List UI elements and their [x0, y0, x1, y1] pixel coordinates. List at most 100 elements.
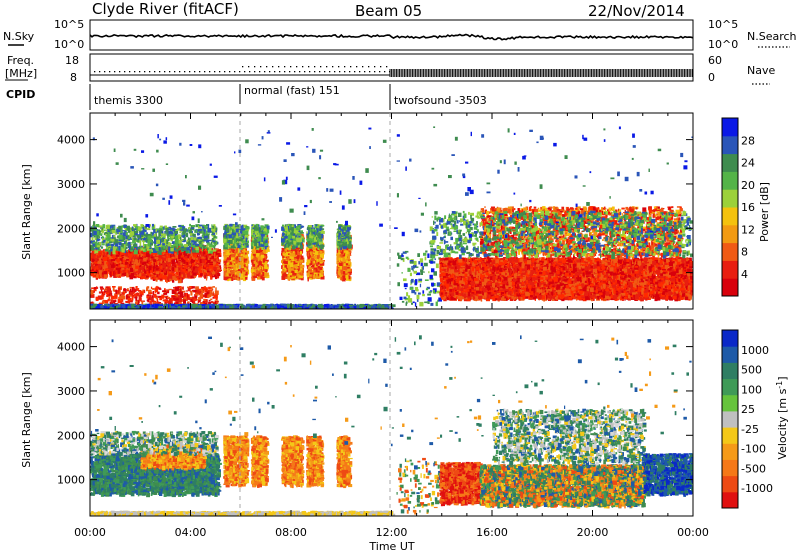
nave-dot	[344, 71, 345, 72]
power-cell	[178, 254, 181, 259]
nave-dot	[332, 66, 333, 67]
power-cell	[169, 289, 172, 290]
power-cell	[122, 257, 124, 258]
power-cell	[197, 290, 199, 294]
nave-dot	[274, 71, 275, 72]
power-cell	[99, 258, 101, 261]
power-cell	[162, 243, 165, 245]
nave-dot	[380, 66, 381, 67]
power-cell	[186, 290, 188, 291]
power-cell	[163, 226, 164, 229]
power-cell	[192, 234, 196, 237]
power-cell	[138, 238, 140, 240]
nave-dot	[314, 66, 315, 67]
power-cell	[123, 236, 125, 238]
nave-dot	[134, 71, 135, 72]
power-cell	[192, 286, 195, 288]
power-cell	[216, 236, 218, 239]
power-cell	[193, 241, 196, 243]
power-cell	[188, 254, 190, 255]
power-cell	[199, 225, 202, 227]
power-cell	[211, 269, 213, 271]
nave-dot	[349, 71, 350, 72]
power-cell	[169, 279, 172, 282]
nave-dot	[290, 66, 291, 67]
power-cell	[158, 237, 160, 239]
power-cell	[140, 260, 141, 263]
power-cell	[99, 274, 101, 279]
power-cell	[195, 244, 199, 246]
power-cell	[179, 240, 181, 244]
nave-dot	[224, 71, 225, 72]
power-cell	[175, 298, 178, 300]
power-cell	[153, 259, 156, 262]
nave-dot	[364, 71, 365, 72]
power-cell	[213, 267, 217, 271]
nave-dot	[194, 71, 195, 72]
nave-dot	[309, 71, 310, 72]
power-cell	[204, 236, 208, 239]
power-cell	[146, 253, 150, 257]
power-cell	[94, 250, 95, 254]
power-cell	[203, 251, 205, 254]
power-cell	[155, 265, 158, 267]
nave-dot	[374, 71, 375, 72]
power-cell	[116, 255, 120, 257]
power-cell	[184, 244, 188, 247]
nave-dot	[339, 71, 340, 72]
power-cell	[110, 249, 112, 252]
power-cell	[209, 300, 211, 302]
power-cell	[205, 273, 207, 275]
power-cell	[120, 264, 123, 267]
power-cell	[172, 226, 176, 228]
power-cell	[93, 231, 97, 235]
power-cell	[218, 270, 222, 271]
power-cell	[171, 268, 173, 271]
power-cell	[147, 294, 149, 296]
power-cell	[169, 227, 172, 229]
power-cell	[168, 274, 172, 279]
power-cell	[192, 225, 195, 227]
power-cell	[113, 263, 115, 267]
power-cell	[90, 248, 94, 251]
power-heatmap	[90, 126, 694, 312]
power-cell	[122, 248, 125, 252]
power-cell	[195, 286, 199, 289]
power-cell	[147, 228, 151, 230]
nave-dot	[344, 66, 345, 67]
power-cell	[128, 261, 130, 262]
power-cell	[100, 286, 103, 288]
power-cell	[214, 295, 218, 299]
power-cell	[188, 241, 191, 244]
power-cell	[94, 287, 97, 289]
power-cell	[196, 230, 198, 233]
power-cell	[149, 300, 152, 303]
power-cell	[160, 274, 163, 278]
power-cell	[163, 262, 165, 266]
power-cell	[218, 255, 221, 257]
power-cell	[118, 226, 121, 230]
power-cell	[138, 301, 139, 306]
power-cell	[113, 271, 114, 274]
nave-dot	[124, 71, 125, 72]
power-cell	[137, 275, 139, 277]
nsearch-label: N.Search	[747, 30, 797, 43]
power-cell	[122, 230, 125, 231]
power-cell	[96, 250, 99, 253]
freq-label-2: [MHz]	[5, 67, 37, 80]
power-cell	[194, 237, 197, 240]
power-cell	[173, 277, 177, 278]
power-cell	[200, 294, 202, 297]
power-cell	[128, 295, 131, 297]
freq-label-1: Freq.	[7, 54, 34, 67]
power-cell	[123, 260, 125, 263]
nave-dot	[279, 71, 280, 72]
power-cell	[120, 233, 122, 234]
nave-dot	[296, 66, 297, 67]
power-cell	[159, 297, 162, 300]
power-cell	[109, 229, 111, 231]
nave-tick-high: 60	[708, 54, 722, 67]
power-cell	[193, 257, 195, 260]
power-cell	[177, 275, 179, 276]
power-cell	[133, 224, 137, 226]
